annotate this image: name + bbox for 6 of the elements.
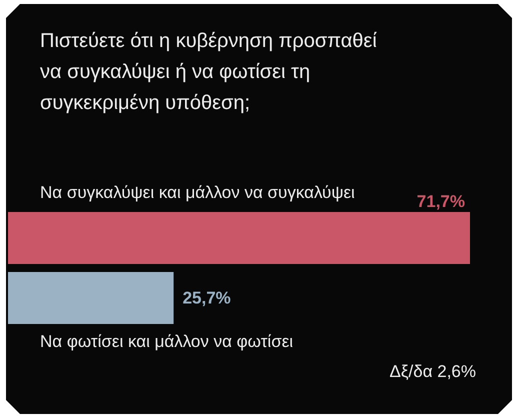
data-label: 71,7% [416,192,465,211]
y-tick-label: Να φωτίσει και μάλλον να φωτίσει [40,332,294,352]
text: Πιστεύετε ότι η κυβέρνηση προσπαθεί να συγκαλύψει ή να φωτίσει τη συγκεκριμένη υπόθεση; [40,29,378,116]
annotation: Δξ/δα 2,6% [390,362,476,382]
data-label: 25,7% [182,288,231,308]
y-tick-label: Να συγκαλύψει και μάλλον να συγκαλύψει [40,183,355,203]
